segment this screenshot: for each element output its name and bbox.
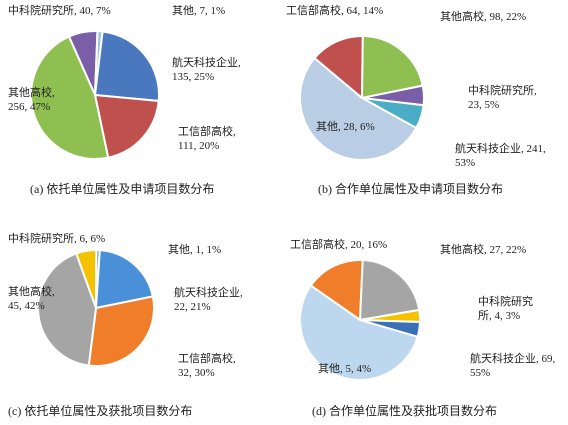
pie-slice: [30, 35, 110, 160]
slice-label: 其他, 28, 6%: [316, 121, 375, 133]
slice-label: 其他高校, 27, 22%: [440, 244, 527, 256]
slice-label: 其他高校, 256, 47%: [8, 87, 55, 113]
pie-slice: [93, 30, 160, 103]
slice-label: 其他高校, 98, 22%: [440, 11, 527, 23]
pie-slice: [358, 259, 421, 322]
pie-slice: [313, 35, 364, 101]
slice-label: 中科院研究所, 6, 6%: [8, 233, 106, 245]
slice-label: 其他, 7, 1%: [172, 5, 226, 17]
slice-label: 工信部高校, 111, 20%: [178, 126, 236, 152]
slice-label: 其他, 1, 1%: [168, 244, 222, 256]
slice-label: 航天科技企业, 22, 21%: [174, 287, 243, 313]
slice-label: 其他, 5, 4%: [318, 363, 372, 375]
slice-label: 中科院研究所, 23, 5%: [468, 85, 537, 111]
pie-slice: [309, 259, 364, 322]
pie-slice: [37, 252, 98, 367]
slice-label: 工信部高校, 64, 14%: [286, 5, 384, 17]
pie-slice: [94, 249, 155, 310]
slice-label: 航天科技企业, 241, 53%: [455, 143, 546, 169]
slice-label: 中科院研究所, 40, 7%: [8, 5, 111, 17]
pie-slice: [299, 284, 419, 381]
pie-slice: [360, 34, 424, 100]
caption: (b) 合作单位属性及申请项目数分布: [318, 182, 503, 196]
caption: (a) 依托单位属性及申请项目数分布: [30, 182, 215, 196]
pie-slice: [93, 93, 160, 159]
pie-slice: [299, 56, 418, 161]
caption: (c) 依托单位属性及获批项目数分布: [8, 404, 193, 418]
caption: (d) 合作单位属性及获批项目数分布: [312, 404, 497, 418]
slice-label: 航天科技企业, 135, 25%: [172, 57, 241, 83]
slice-label: 工信部高校, 20, 16%: [290, 239, 388, 251]
pie-slice: [87, 295, 155, 367]
slice-label: 中科院研究所, 4, 3%: [478, 296, 533, 322]
slice-label: 工信部高校, 32, 30%: [178, 353, 236, 379]
slice-label: 其他高校, 45, 42%: [8, 286, 55, 312]
slice-label: 航天科技企业, 69, 55%: [470, 353, 556, 379]
